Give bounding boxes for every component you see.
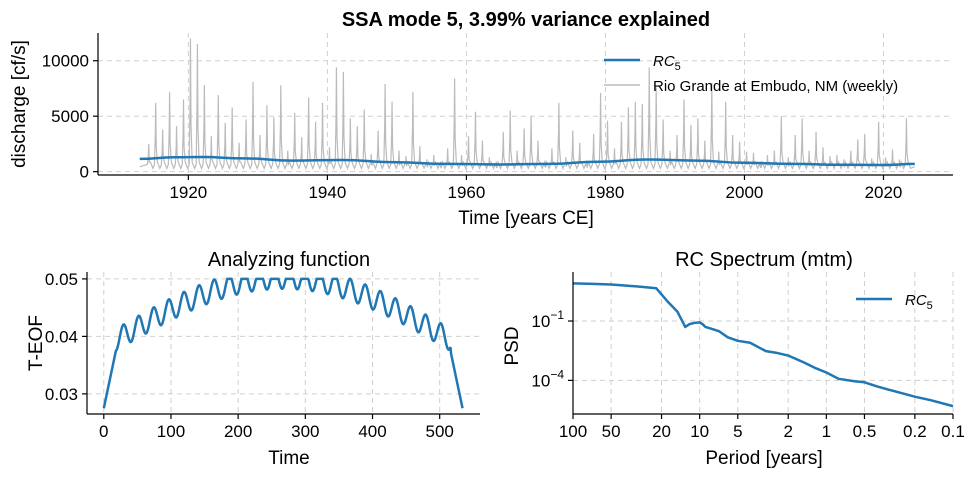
bl-ticks: 0 100 200 300 400 500 0.03 0.04 0.05 xyxy=(45,270,454,441)
top-y-tick-label: 10000 xyxy=(42,52,89,71)
top-x-tick-label: 2020 xyxy=(865,183,903,202)
bl-x-tick-label: 200 xyxy=(224,422,252,441)
bl-y-tick-label: 0.03 xyxy=(45,385,78,404)
top-chart-title: SSA mode 5, 3.99% variance explained xyxy=(342,9,710,31)
br-x-tick-label: 2 xyxy=(783,422,792,441)
bl-x-tick-label: 0 xyxy=(99,422,108,441)
br-chart-title: RC Spectrum (mtm) xyxy=(675,249,853,271)
bl-x-tick-label: 500 xyxy=(426,422,454,441)
top-x-tick-label: 1940 xyxy=(308,183,346,202)
bl-chart-title: Analyzing function xyxy=(208,249,370,271)
legend-rc5-label: RC5 xyxy=(653,53,681,73)
top-x-tick-label: 2000 xyxy=(726,183,764,202)
br-x-tick-label: 5 xyxy=(733,422,742,441)
top-y-tick-label: 5000 xyxy=(51,107,89,126)
top-x-tick-label: 1920 xyxy=(169,183,207,202)
br-x-tick-label: 0.5 xyxy=(853,422,877,441)
top-ticks: 1920 1940 1960 1980 2000 2020 0 5000 10000 xyxy=(42,52,903,202)
analyzing-function-chart: 0 100 200 300 400 500 0.03 0.04 0.05 Analyzing f… xyxy=(26,249,480,469)
top-y-tick-label: 0 xyxy=(80,163,89,182)
br-x-tick-label: 1 xyxy=(822,422,831,441)
br-legend-rc5-label: RC5 xyxy=(905,292,933,312)
top-y-axis-label: discharge [cf/s] xyxy=(9,40,30,168)
bl-y-tick-label: 0.05 xyxy=(45,270,78,289)
br-x-tick-label: 10 xyxy=(690,422,709,441)
br-x-tick-label: 0.1 xyxy=(941,422,965,441)
bl-y-tick-label: 0.04 xyxy=(45,327,78,346)
top-chart: 1920 1940 1960 1980 2000 2020 0 5000 10000 SSA m… xyxy=(9,9,953,229)
top-x-axis-label: Time [years CE] xyxy=(458,208,594,229)
br-y-axis-label: PSD xyxy=(502,326,523,365)
bl-data xyxy=(102,277,464,409)
br-y-tick-label: 10−4 xyxy=(531,367,564,390)
teof-series-line xyxy=(102,277,464,409)
br-data xyxy=(572,282,954,408)
bl-x-axis-label: Time xyxy=(268,448,310,469)
bl-x-tick-label: 300 xyxy=(291,422,319,441)
top-grid xyxy=(98,33,953,175)
rc5-spectrum-line xyxy=(572,282,954,408)
rc-spectrum-chart: 100 50 20 10 5 2 1 0.5 0.2 0.1 10−1 10−4 RC Spectru… xyxy=(502,249,965,469)
top-x-tick-label: 1960 xyxy=(448,183,486,202)
br-x-tick-label: 20 xyxy=(652,422,671,441)
top-legend: RC5 Rio Grande at Embudo, NM (weekly) xyxy=(604,53,898,95)
top-x-tick-label: 1980 xyxy=(587,183,625,202)
legend-discharge-label: Rio Grande at Embudo, NM (weekly) xyxy=(653,78,898,95)
discharge-series-line xyxy=(139,38,915,170)
br-x-tick-label: 100 xyxy=(559,422,587,441)
br-x-axis-label: Period [years] xyxy=(705,448,822,469)
rc5-series-line xyxy=(139,155,915,167)
br-legend: RC5 xyxy=(856,292,933,312)
bl-x-tick-label: 400 xyxy=(358,422,386,441)
br-x-tick-label: 0.2 xyxy=(903,422,927,441)
bl-grid xyxy=(87,272,480,414)
br-x-tick-label: 50 xyxy=(602,422,621,441)
br-ticks: 100 50 20 10 5 2 1 0.5 0.2 0.1 10−1 10−4 xyxy=(531,308,964,441)
bl-y-axis-label: T-EOF xyxy=(26,315,47,371)
bl-x-tick-label: 100 xyxy=(157,422,185,441)
br-y-tick-label: 10−1 xyxy=(531,308,564,331)
top-data xyxy=(139,38,915,170)
